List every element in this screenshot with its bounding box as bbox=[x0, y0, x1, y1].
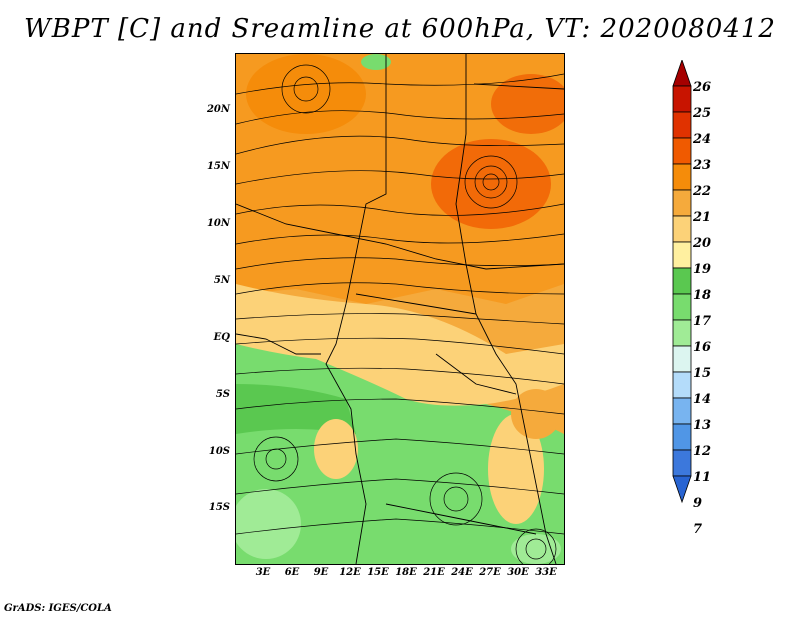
map-title: WBPT [C] and Sreamline at 600hPa, VT: 20… bbox=[24, 14, 776, 44]
lat-label: 10N bbox=[206, 218, 230, 229]
colorbar-label: 12 bbox=[693, 444, 712, 459]
colorbar-label: 14 bbox=[693, 392, 712, 407]
lon-label: 21E bbox=[423, 567, 445, 578]
colorbar-label: 9 bbox=[693, 496, 703, 511]
lon-label: 9E bbox=[313, 567, 329, 578]
colorbar-bottom-arrow bbox=[672, 475, 692, 504]
credit-text: GrADS: IGES/COLA bbox=[4, 603, 112, 614]
colorbar-box bbox=[672, 111, 692, 139]
lon-label: 3E bbox=[255, 567, 271, 578]
map-field bbox=[236, 54, 564, 564]
colorbar-box bbox=[672, 371, 692, 399]
colorbar-label: 22 bbox=[693, 184, 712, 199]
colorbar-box bbox=[672, 345, 692, 373]
lat-label: 20N bbox=[206, 104, 230, 115]
colorbar-box bbox=[672, 215, 692, 243]
colorbar bbox=[672, 60, 692, 504]
lon-label: 15E bbox=[367, 567, 389, 578]
lat-label: 5S bbox=[215, 389, 230, 400]
colorbar-box bbox=[672, 397, 692, 425]
colorbar-top-arrow bbox=[672, 60, 692, 87]
colorbar-label: 15 bbox=[693, 366, 712, 381]
lat-label: 5N bbox=[213, 275, 230, 286]
colorbar-box bbox=[672, 423, 692, 451]
colorbar-box bbox=[672, 293, 692, 321]
lon-label: 18E bbox=[395, 567, 417, 578]
colorbar-label: 16 bbox=[693, 340, 712, 355]
lon-label: 30E bbox=[507, 567, 529, 578]
colorbar-box bbox=[672, 449, 692, 477]
lat-label: 10S bbox=[208, 446, 230, 457]
lon-label: 6E bbox=[284, 567, 300, 578]
colorbar-label: 23 bbox=[693, 158, 712, 173]
colorbar-label: 26 bbox=[693, 80, 712, 95]
colorbar-label: 25 bbox=[693, 106, 712, 121]
lat-label: 15S bbox=[208, 502, 230, 513]
lat-label: EQ bbox=[213, 332, 230, 343]
colorbar-label: 7 bbox=[693, 522, 703, 537]
colorbar-label: 19 bbox=[693, 262, 712, 277]
colorbar-label: 18 bbox=[693, 288, 712, 303]
lat-label: 15N bbox=[206, 161, 230, 172]
colorbar-box bbox=[672, 267, 692, 295]
lon-label: 27E bbox=[479, 567, 501, 578]
colorbar-box bbox=[672, 241, 692, 269]
colorbar-label: 13 bbox=[693, 418, 712, 433]
lon-label: 33E bbox=[535, 567, 557, 578]
colorbar-label: 21 bbox=[693, 210, 712, 225]
map-panel bbox=[235, 53, 565, 565]
lon-label: 24E bbox=[451, 567, 473, 578]
colorbar-label: 17 bbox=[693, 314, 712, 329]
lon-label: 12E bbox=[339, 567, 361, 578]
colorbar-label: 20 bbox=[693, 236, 712, 251]
colorbar-box bbox=[672, 163, 692, 191]
colorbar-box bbox=[672, 137, 692, 165]
colorbar-label: 24 bbox=[693, 132, 712, 147]
colorbar-label: 11 bbox=[693, 470, 712, 485]
colorbar-box bbox=[672, 319, 692, 347]
colorbar-box bbox=[672, 189, 692, 217]
colorbar-box bbox=[672, 85, 692, 113]
